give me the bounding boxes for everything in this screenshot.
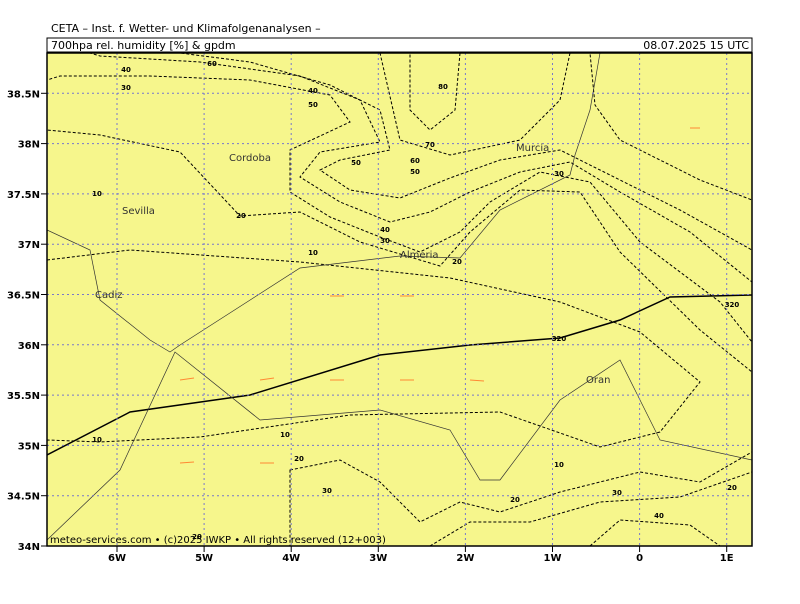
- coastline: [47, 229, 181, 353]
- contour-label: 60: [410, 157, 420, 165]
- contour-label: 20: [192, 533, 202, 541]
- map-area: 40 30 60 40 50 80 70 60 50 50 30 40 30 10 20 10 20 320 320…: [47, 53, 752, 546]
- contour-label: 30: [121, 84, 131, 92]
- header-box: [46, 37, 753, 53]
- contour-label: 20: [452, 258, 462, 266]
- contour-label: 20: [727, 484, 737, 492]
- contour-label: 30: [612, 489, 622, 497]
- city-label: Sevilla: [122, 206, 155, 217]
- contour-label: 320: [552, 335, 567, 343]
- contour-label: 10: [92, 436, 102, 444]
- lon-tick-label: 0: [636, 553, 643, 564]
- city-label: Cadiz: [95, 290, 123, 301]
- lat-tick-label: 34N: [18, 542, 40, 553]
- footer-credit: meteo-services.com • (c)2025 IWKP • All …: [50, 535, 386, 546]
- header-title: CETA – Inst. f. Wetter- und Klimafolgena…: [51, 22, 321, 35]
- contour-label: 40: [121, 66, 131, 74]
- humidity-10-20: [47, 53, 752, 546]
- humidity-above-80: [409, 53, 461, 131]
- contour-label: 320: [725, 301, 740, 309]
- contour-label: 50: [351, 159, 361, 167]
- gpdm-320-line: [47, 294, 752, 456]
- coastline-spain: [179, 53, 601, 346]
- lat-tick-label: 36.5N: [7, 291, 40, 302]
- valid-time: 08.07.2025 15 UTC: [643, 39, 749, 52]
- lon-tick-label: 5W: [195, 553, 213, 564]
- contour-label: 20: [236, 212, 246, 220]
- lat-tick-label: 34.5N: [7, 492, 40, 503]
- humidity-30-40-south: [429, 471, 752, 546]
- contour-label: 60: [207, 60, 217, 68]
- lon-tick-label: 1E: [720, 553, 734, 564]
- city-label: Oran: [586, 375, 610, 386]
- lon-tick-label: 4W: [282, 553, 300, 564]
- contour-label: 40: [654, 512, 664, 520]
- city-label: Murcia: [516, 143, 549, 154]
- city-label: Almeria: [400, 250, 439, 261]
- lat-tick-label: 37N: [18, 240, 40, 251]
- lon-tick-label: 3W: [369, 553, 387, 564]
- contour-label: 20: [510, 496, 520, 504]
- lon-tick-label: 2W: [456, 553, 474, 564]
- map-frame: [46, 52, 753, 547]
- lat-tick-label: 38N: [18, 140, 40, 151]
- grid: [47, 53, 752, 546]
- lat-tick-label: 35N: [18, 441, 40, 452]
- contour-label: 30: [380, 237, 390, 245]
- contour-labels: 40 30 60 40 50 80 70 60 50 50 30 40 30 10 20 10 20 320 320…: [92, 60, 739, 541]
- contour-label: 10: [554, 461, 564, 469]
- lon-tick-label: 6W: [108, 553, 126, 564]
- contour-label: 10: [280, 431, 290, 439]
- contour-label: 10: [92, 190, 102, 198]
- contour-label: 50: [410, 168, 420, 176]
- contour-label: 80: [438, 83, 448, 91]
- product-name: 700hpa rel. humidity [%] & gpdm: [51, 39, 236, 52]
- humidity-20-30-south: [289, 451, 752, 546]
- contour-label: 40: [380, 226, 390, 234]
- lat-tick-label: 37.5N: [7, 190, 40, 201]
- lat-tick-label: 35.5N: [7, 391, 40, 402]
- contour-label: 30: [322, 487, 332, 495]
- city-label: Cordoba: [229, 153, 271, 164]
- contour-label: 40: [308, 87, 318, 95]
- contour-label: 70: [425, 141, 435, 149]
- humidity-60-70-east: [589, 53, 752, 201]
- humidity-below-10: [47, 249, 701, 448]
- wind-arrows: [179, 127, 700, 464]
- contour-label: 30: [554, 170, 564, 178]
- humidity-20-30: [47, 53, 752, 373]
- humidity-40-50-south: [589, 519, 721, 546]
- lat-tick-label: 36N: [18, 341, 40, 352]
- contour-label: 10: [308, 249, 318, 257]
- lat-tick-label: 38.5N: [7, 89, 40, 100]
- contour-label: 50: [308, 101, 318, 109]
- lon-tick-label: 1W: [544, 553, 562, 564]
- humidity-30-40: [47, 53, 752, 343]
- contour-label: 20: [294, 455, 304, 463]
